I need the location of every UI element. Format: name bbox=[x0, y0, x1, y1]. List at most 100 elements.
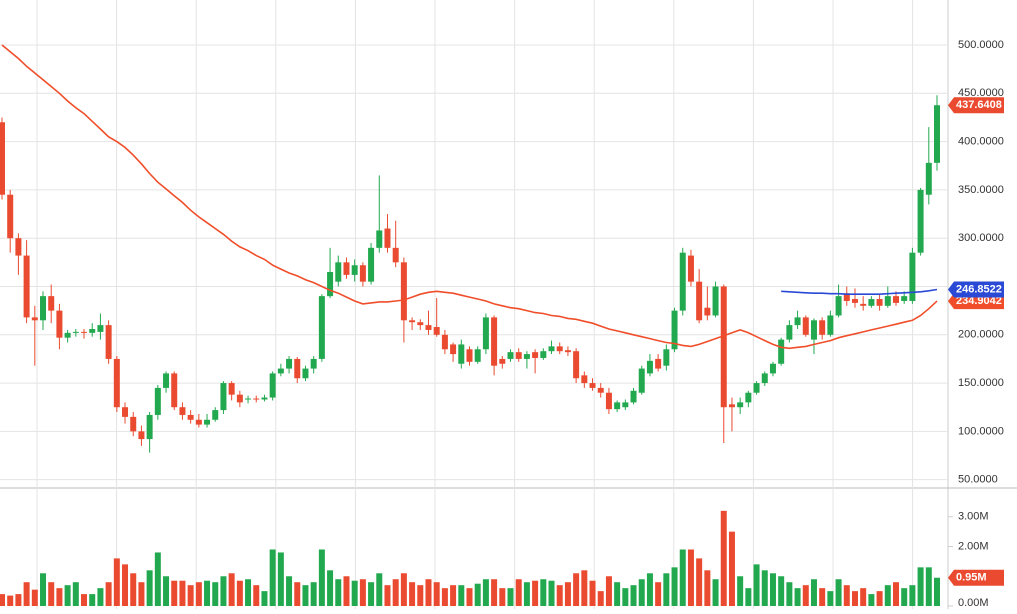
candle-body bbox=[425, 325, 432, 330]
candle-body bbox=[400, 262, 407, 321]
candle-body bbox=[860, 303, 867, 306]
volume-bar bbox=[614, 582, 621, 606]
candle-body bbox=[827, 315, 834, 335]
y-tick-label: 300.0000 bbox=[958, 232, 1004, 244]
candle-body bbox=[786, 325, 793, 340]
volume-bar bbox=[40, 573, 47, 606]
candle-body bbox=[646, 360, 653, 374]
candle-body bbox=[384, 228, 391, 248]
candle-body bbox=[720, 286, 727, 408]
y-tick-label: 450.0000 bbox=[958, 87, 1004, 99]
candle-body bbox=[515, 352, 522, 359]
y-tick-label: 100.0000 bbox=[958, 425, 1004, 437]
line-last-label: 246.8522 bbox=[956, 283, 1002, 295]
volume-bar bbox=[97, 588, 104, 606]
volume-bar bbox=[589, 580, 596, 606]
volume-bar bbox=[368, 582, 375, 606]
volume-bar bbox=[901, 588, 908, 606]
candle-body bbox=[655, 358, 662, 369]
candle-body bbox=[48, 296, 55, 311]
price-last-label: 437.6408 bbox=[956, 99, 1002, 111]
volume-bar bbox=[318, 549, 325, 606]
volume-last-label: 0.95M bbox=[956, 572, 987, 584]
volume-bar bbox=[786, 582, 793, 606]
volume-bar bbox=[450, 585, 457, 606]
candle-body bbox=[540, 351, 547, 358]
volume-bar bbox=[294, 582, 301, 606]
candle-body bbox=[712, 286, 719, 316]
volume-bar bbox=[286, 576, 293, 606]
volume-bar bbox=[909, 585, 916, 606]
candle-body bbox=[163, 373, 170, 388]
candle-body bbox=[819, 320, 826, 335]
volume-bar bbox=[113, 558, 120, 606]
volume-bar bbox=[917, 567, 924, 606]
volume-bar bbox=[827, 591, 834, 606]
volume-bar bbox=[351, 580, 358, 606]
volume-bar bbox=[761, 570, 768, 606]
volume-bar bbox=[663, 573, 670, 606]
candle-body bbox=[376, 230, 383, 248]
volume-bar bbox=[605, 576, 612, 606]
volume-bar bbox=[819, 588, 826, 606]
volume-bar bbox=[376, 573, 383, 606]
candle-body bbox=[204, 419, 211, 425]
candle-body bbox=[327, 271, 334, 297]
candle-body bbox=[925, 162, 932, 195]
volume-bar bbox=[23, 582, 30, 606]
volume-bar bbox=[146, 570, 153, 606]
candle-body bbox=[614, 402, 621, 410]
candle-body bbox=[187, 414, 194, 420]
candle-body bbox=[212, 410, 219, 420]
volume-bar bbox=[720, 510, 727, 606]
line-last-label: 234.9042 bbox=[956, 295, 1002, 307]
candle-body bbox=[31, 317, 38, 321]
candle-body bbox=[253, 398, 260, 400]
volume-bar bbox=[843, 585, 850, 606]
volume-bar bbox=[491, 579, 498, 606]
candle-body bbox=[851, 299, 858, 303]
volume-bar bbox=[212, 582, 219, 606]
volume-bar bbox=[622, 588, 629, 606]
candle-body bbox=[696, 281, 703, 321]
candle-body bbox=[310, 358, 317, 369]
volume-bar bbox=[15, 594, 22, 606]
candle-body bbox=[236, 394, 243, 403]
y-tick-label: 350.0000 bbox=[958, 184, 1004, 196]
candle-body bbox=[630, 390, 637, 403]
candle-body bbox=[72, 331, 79, 333]
candle-body bbox=[220, 383, 227, 411]
volume-bar bbox=[154, 552, 161, 606]
volume-bar bbox=[540, 579, 547, 606]
candle-body bbox=[802, 317, 809, 335]
volume-bar bbox=[876, 591, 883, 606]
candle-body bbox=[564, 350, 571, 353]
volume-bar bbox=[7, 595, 14, 606]
volume-bar bbox=[655, 582, 662, 606]
candle-body bbox=[195, 419, 202, 425]
candle-body bbox=[868, 299, 875, 306]
candle-body bbox=[113, 358, 120, 408]
volume-bar bbox=[515, 579, 522, 606]
candle-body bbox=[474, 349, 481, 362]
candle-body bbox=[679, 252, 686, 311]
volume-bar bbox=[179, 580, 186, 606]
volume-bar bbox=[548, 580, 555, 606]
candle-body bbox=[81, 331, 88, 333]
volume-bar bbox=[277, 552, 284, 606]
candle-body bbox=[450, 344, 457, 355]
volume-tick-label: 2.00M bbox=[958, 540, 989, 552]
y-tick-label: 500.0000 bbox=[958, 39, 1004, 51]
volume-tick-label: 3.00M bbox=[958, 511, 989, 523]
candle-body bbox=[179, 407, 186, 415]
candle-body bbox=[794, 317, 801, 326]
volume-bar bbox=[753, 564, 760, 606]
candle-body bbox=[901, 296, 908, 301]
y-tick-label: 50.0000 bbox=[958, 474, 998, 486]
volume-bar bbox=[679, 549, 686, 606]
candle-body bbox=[573, 351, 580, 379]
y-tick-label: 150.0000 bbox=[958, 377, 1004, 389]
candle-body bbox=[335, 262, 342, 282]
volume-bar bbox=[810, 579, 817, 606]
candle-body bbox=[556, 346, 563, 352]
